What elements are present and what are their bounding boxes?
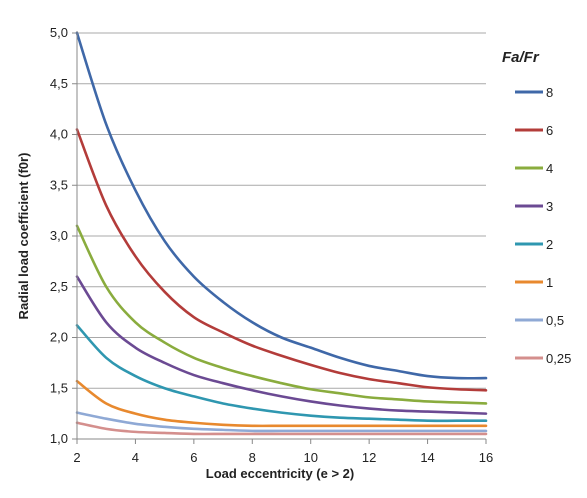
series-line-0-5 (75, 411, 488, 433)
y-tick-label: 1,5 (50, 380, 68, 395)
series-line-3 (75, 275, 488, 415)
x-tick-label: 14 (420, 450, 434, 465)
x-axis-title: Load eccentricity (e > 2) (206, 466, 354, 481)
series-line-1 (75, 379, 488, 428)
x-tick-label: 2 (73, 450, 80, 465)
legend-label: 2 (546, 237, 553, 252)
y-tick-label: 3,0 (50, 228, 68, 243)
series-line-8 (75, 31, 488, 380)
axes (76, 31, 486, 440)
series-line-4 (75, 224, 488, 405)
y-tick-label: 4,0 (50, 127, 68, 142)
legend-label: 1 (546, 275, 553, 290)
series-line-6 (75, 128, 488, 392)
y-tick-label: 5,0 (50, 25, 68, 40)
y-tick-label: 3,5 (50, 177, 68, 192)
y-tick-label: 4,5 (50, 76, 68, 91)
y-tick-label: 1,0 (50, 431, 68, 446)
x-tick-label: 10 (303, 450, 317, 465)
legend: 8 6 4 3 2 1 0,5 0,25 (515, 85, 571, 366)
legend-label: 0,25 (546, 351, 571, 366)
legend-label: 6 (546, 123, 553, 138)
x-tick-label: 12 (362, 450, 376, 465)
series-line-0-25 (75, 421, 488, 436)
legend-title: Fa/Fr (502, 49, 540, 66)
x-tick-label: 16 (479, 450, 493, 465)
x-tick-label: 8 (249, 450, 256, 465)
legend-label: 3 (546, 199, 553, 214)
y-axis-title: Radial load coefficient (f0r) (16, 153, 31, 320)
y-tick-label: 2,5 (50, 279, 68, 294)
y-axis-ticks: 1,0 1,5 2,0 2,5 3,0 3,5 4,0 4,5 5,0 (50, 25, 77, 446)
legend-label: 8 (546, 85, 553, 100)
x-tick-label: 4 (132, 450, 139, 465)
grid-lines (77, 32, 486, 440)
legend-label: 0,5 (546, 313, 564, 328)
series-lines (75, 31, 488, 436)
x-tick-label: 6 (190, 450, 197, 465)
x-axis-ticks: 2 4 6 8 10 12 14 16 (73, 439, 493, 465)
y-tick-label: 2,0 (50, 330, 68, 345)
legend-label: 4 (546, 161, 553, 176)
series-line-2 (75, 324, 488, 423)
